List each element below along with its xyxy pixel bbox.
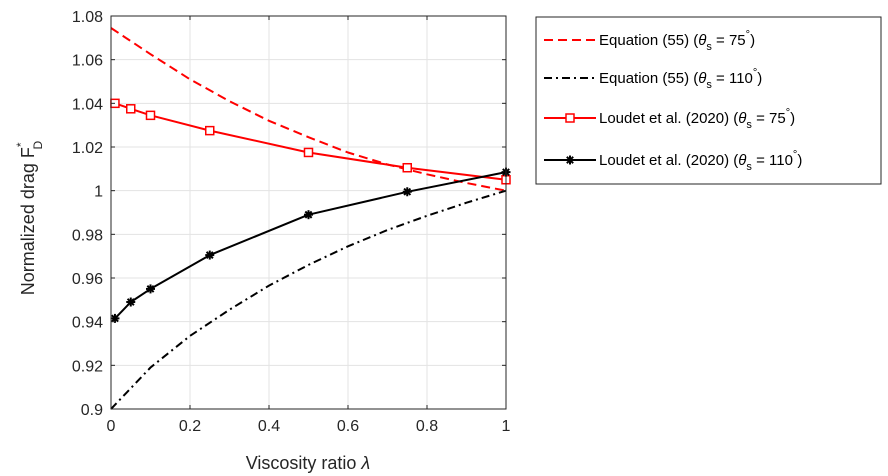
series-3 <box>110 98 511 185</box>
data-marker-asterisk <box>146 284 155 294</box>
x-tick-label: 0.4 <box>258 418 280 435</box>
y-tick-label: 0.98 <box>72 227 103 244</box>
y-tick-label: 1.02 <box>72 140 103 157</box>
asterisk-stroke <box>403 187 412 196</box>
y-tick-label: 1.06 <box>72 53 103 70</box>
data-marker-asterisk <box>565 155 575 165</box>
data-marker-asterisk <box>126 297 136 307</box>
legend-item-1: Equation (55) (θs = 75°) <box>544 29 755 53</box>
series-line <box>110 27 507 192</box>
x-tick-label: 0.8 <box>416 418 438 435</box>
axis-ticks: 0 0.2 0.4 0.6 0.8 1 0.9 0.92 0.94 0.96 0.98 1 1.02 1.… <box>72 9 511 435</box>
legend-box <box>535 16 882 185</box>
x-tick-label: 0 <box>107 418 116 435</box>
asterisk-stroke <box>126 298 135 306</box>
legend-label: Equation (55) (θs = 110°) <box>599 67 762 91</box>
series-2 <box>110 189 507 410</box>
y-tick-label: 1.04 <box>72 96 103 113</box>
legend-item-2: Equation (55) (θs = 110°) <box>544 67 762 91</box>
x-axis-label: Viscosity ratio λ <box>246 453 371 473</box>
x-tick-label: 0.6 <box>337 418 359 435</box>
legend-item-4: Loudet et al. (2020) (θs = 110°) <box>544 149 802 173</box>
plot-series <box>110 27 511 410</box>
legend-label: Loudet et al. (2020) (θs = 75°) <box>599 107 795 131</box>
data-marker-square <box>303 147 314 158</box>
data-marker-square <box>205 125 215 136</box>
y-tick-label: 0.92 <box>72 358 103 375</box>
data-marker-square <box>126 104 136 114</box>
y-tick-label: 1.08 <box>72 9 103 26</box>
y-tick-label: 0.9 <box>81 402 103 419</box>
data-marker-asterisk <box>402 187 412 197</box>
data-marker-asterisk <box>205 250 215 260</box>
y-tick-label: 0.94 <box>72 315 103 332</box>
plot-frame <box>110 15 507 410</box>
y-tick-label: 1 <box>94 184 103 201</box>
series-line <box>110 189 507 410</box>
data-marker-square <box>402 162 412 173</box>
data-marker-square <box>145 110 156 121</box>
legend-label: Equation (55) (θs = 75°) <box>599 29 755 53</box>
y-axis-label: Normalized drag F* D <box>14 140 45 295</box>
asterisk-stroke <box>111 314 119 323</box>
legend-item-3: Loudet et al. (2020) (θs = 75°) <box>544 107 795 131</box>
series-line <box>114 171 507 320</box>
series-line <box>114 102 507 181</box>
asterisk-stroke <box>205 251 214 259</box>
legend-label: Loudet et al. (2020) (θs = 110°) <box>599 149 802 173</box>
y-tick-label: 0.96 <box>72 271 103 288</box>
x-tick-label: 0.2 <box>179 418 201 435</box>
x-tick-label: 1 <box>502 418 511 435</box>
asterisk-stroke <box>304 210 313 219</box>
data-marker-asterisk <box>304 210 313 220</box>
data-marker-square <box>565 113 575 123</box>
series-1 <box>110 27 507 192</box>
asterisk-stroke <box>146 285 155 293</box>
asterisk-stroke <box>566 156 574 164</box>
legend: Equation (55) (θs = 75°) Equation (55) (θ… <box>544 29 802 173</box>
